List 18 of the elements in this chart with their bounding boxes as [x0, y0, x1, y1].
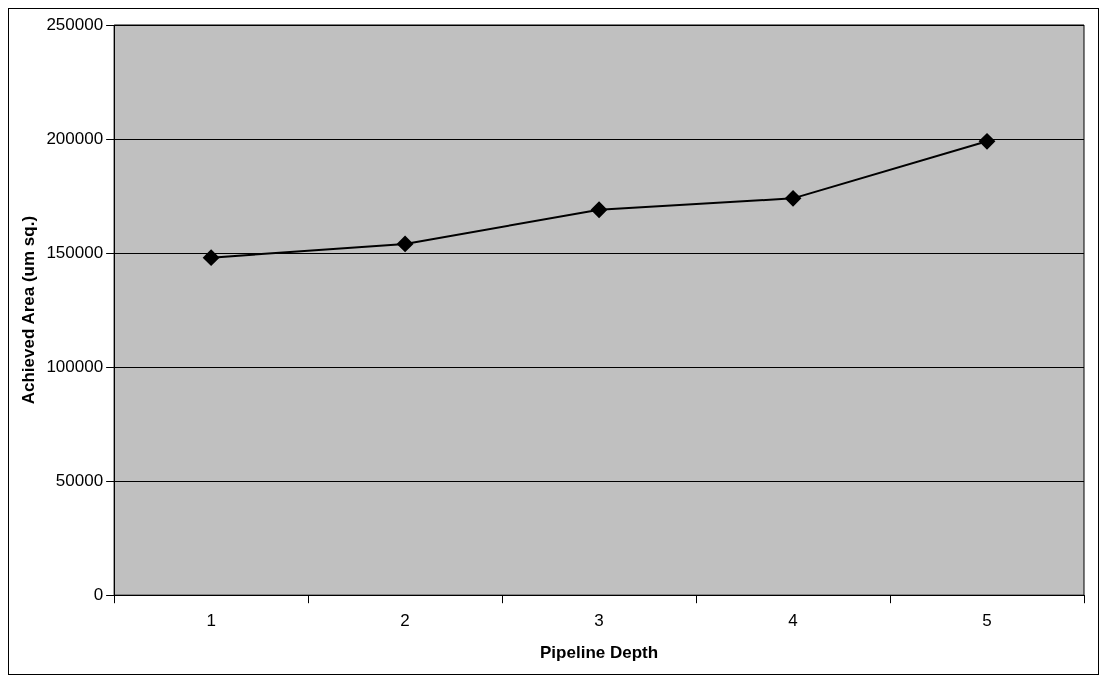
point — [591, 201, 608, 218]
x-tick-label: 3 — [594, 611, 604, 631]
y-tick-label: 0 — [93, 584, 104, 604]
point — [397, 235, 414, 252]
point — [203, 249, 220, 266]
y-tick-label: 200000 — [46, 128, 104, 148]
x-tick-label: 5 — [982, 611, 992, 631]
y-axis-title: Achieved Area (um sq.) — [18, 215, 38, 405]
y-tick-label: 50000 — [55, 470, 104, 490]
point — [785, 190, 802, 207]
x-tick-label: 4 — [788, 611, 798, 631]
x-tick-label: 2 — [400, 611, 410, 631]
x-axis-title: Pipeline Depth — [540, 643, 659, 663]
y-tick-label: 250000 — [46, 14, 104, 34]
point — [979, 133, 996, 150]
x-tick-label: 1 — [206, 611, 216, 631]
y-tick-label: 100000 — [46, 356, 104, 376]
y-tick-label: 150000 — [46, 242, 104, 262]
